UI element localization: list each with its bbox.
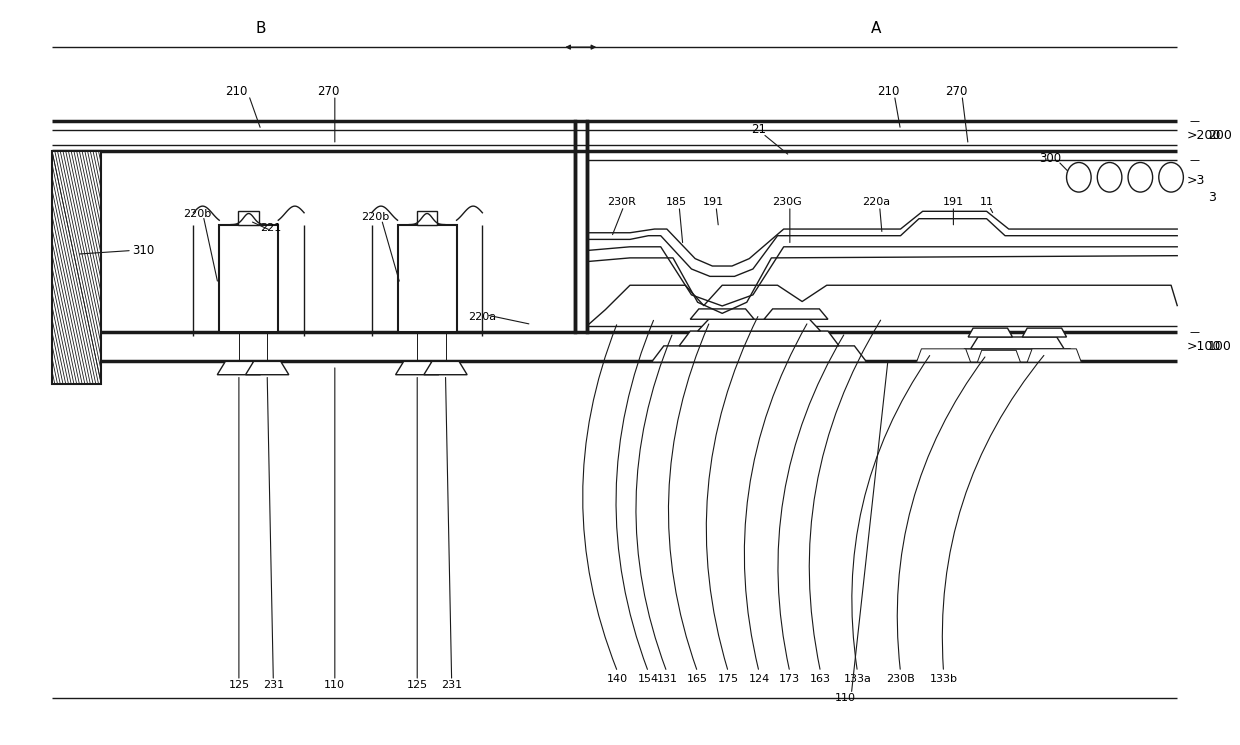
Polygon shape	[956, 349, 1079, 362]
Text: 125: 125	[407, 679, 428, 690]
Polygon shape	[1022, 328, 1066, 337]
Text: 191: 191	[703, 197, 724, 207]
Text: 200: 200	[1208, 130, 1231, 142]
Text: 175: 175	[718, 674, 739, 685]
Bar	[417, 212, 438, 224]
Text: 210: 210	[226, 85, 248, 98]
Text: 230G: 230G	[773, 197, 802, 207]
Text: 163: 163	[810, 674, 831, 685]
Text: 11: 11	[980, 197, 993, 207]
Text: 300: 300	[1039, 152, 1061, 165]
Text: 125: 125	[228, 679, 249, 690]
Bar	[398, 224, 456, 332]
Text: >100: >100	[1187, 340, 1221, 353]
Text: 131: 131	[656, 674, 677, 685]
Polygon shape	[680, 331, 839, 346]
Polygon shape	[698, 320, 821, 331]
Text: 231: 231	[441, 679, 463, 690]
Text: 3: 3	[1208, 191, 1216, 204]
Text: 165: 165	[687, 674, 708, 685]
Text: 154: 154	[637, 674, 658, 685]
Text: 220a: 220a	[469, 312, 496, 322]
Ellipse shape	[1097, 162, 1122, 192]
Text: 310: 310	[131, 244, 154, 257]
Text: 173: 173	[779, 674, 800, 685]
Text: 21: 21	[751, 124, 766, 136]
Text: >3: >3	[1187, 174, 1205, 188]
Bar	[52, 150, 102, 384]
Polygon shape	[1027, 349, 1081, 362]
Polygon shape	[396, 361, 439, 375]
Text: 140: 140	[608, 674, 629, 685]
Text: 124: 124	[749, 674, 770, 685]
Text: A: A	[870, 21, 882, 37]
Text: 191: 191	[942, 197, 963, 207]
Polygon shape	[968, 328, 1012, 337]
Polygon shape	[217, 361, 260, 375]
Text: 110: 110	[325, 679, 345, 690]
Text: 185: 185	[666, 197, 687, 207]
Text: 220b: 220b	[361, 212, 389, 222]
Ellipse shape	[1066, 162, 1091, 192]
Polygon shape	[977, 350, 1021, 362]
Polygon shape	[971, 337, 1064, 349]
Text: >200: >200	[1187, 130, 1221, 142]
Text: 270: 270	[945, 85, 967, 98]
Polygon shape	[764, 309, 828, 320]
Text: 220a: 220a	[862, 197, 890, 207]
Text: 221: 221	[260, 224, 281, 233]
Text: 133a: 133a	[843, 674, 872, 685]
Polygon shape	[651, 346, 867, 362]
Text: 220b: 220b	[184, 209, 211, 218]
Text: 270: 270	[317, 85, 340, 98]
Ellipse shape	[1158, 162, 1183, 192]
Polygon shape	[691, 309, 754, 320]
Polygon shape	[916, 349, 971, 362]
Bar	[219, 224, 278, 332]
Text: B: B	[255, 21, 267, 37]
Text: 133b: 133b	[930, 674, 957, 685]
Polygon shape	[424, 361, 467, 375]
Text: 231: 231	[263, 679, 284, 690]
Text: 230B: 230B	[887, 674, 915, 685]
Text: 100: 100	[1208, 340, 1231, 353]
Polygon shape	[246, 361, 289, 375]
Text: 110: 110	[835, 693, 856, 703]
Ellipse shape	[1128, 162, 1153, 192]
Text: 210: 210	[877, 85, 899, 98]
Text: 230R: 230R	[606, 197, 636, 207]
Bar	[238, 212, 259, 224]
